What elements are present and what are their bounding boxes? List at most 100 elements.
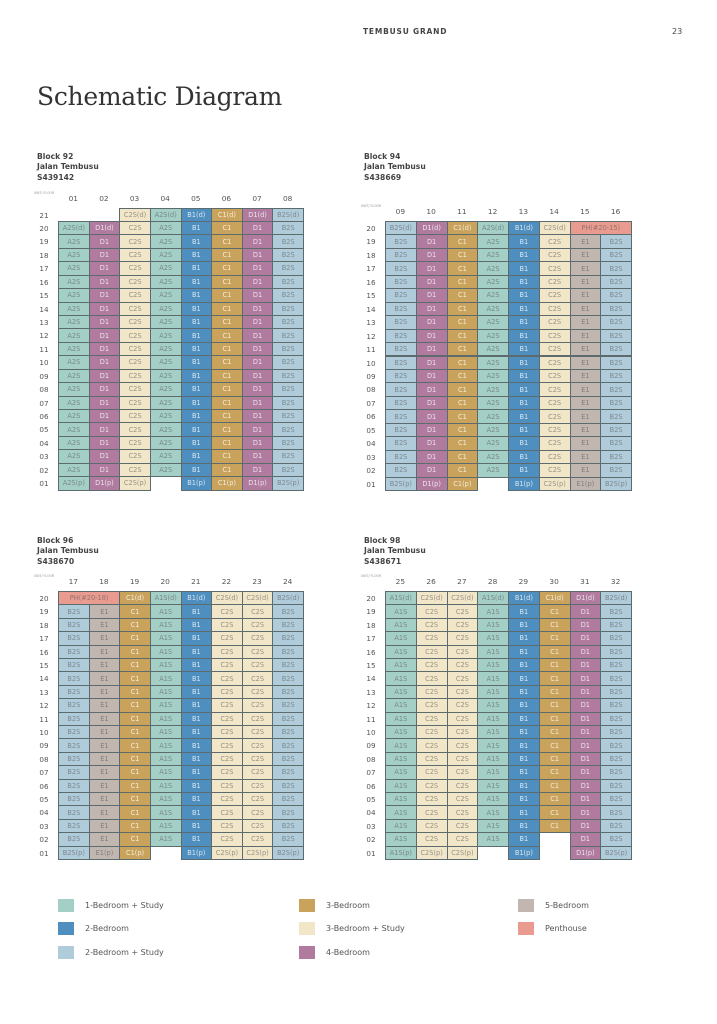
unit-cell: B2S [600, 355, 632, 370]
unit-cell: C2S [241, 765, 274, 780]
unit-cell: A2S [149, 462, 182, 478]
unit-cell: C2S [538, 315, 571, 330]
unit-cell: C2S [415, 792, 448, 807]
unit-cell: B2S [272, 462, 304, 478]
floor-label: 20 [366, 594, 376, 603]
penthouse-unit-cell: PH(#20-15) [569, 221, 632, 236]
floor-label: 18 [39, 620, 49, 630]
unit-cell: C1(d) [446, 221, 479, 236]
floor-label: 01 [366, 848, 376, 858]
floor-label: 13 [39, 687, 49, 697]
unit-cell: B2S [58, 765, 90, 780]
unit-cell: C2S [415, 725, 448, 740]
unit-cell: D1 [415, 315, 448, 330]
floor-label: 18 [39, 250, 49, 260]
unit-cell: B1 [180, 631, 213, 646]
unit-cell: C2S [119, 314, 151, 330]
color-swatch-icon [58, 922, 74, 935]
unit-cell: D1 [569, 805, 602, 820]
floor-label: 03 [366, 452, 376, 462]
unit-cell: C1 [446, 449, 479, 465]
unit-cell: B1(d) [180, 207, 213, 222]
unit-cell: D1 [569, 604, 602, 619]
floor-label: 20 [39, 223, 49, 233]
unit-cell: D1 [241, 408, 274, 424]
floor-label: 15 [39, 661, 49, 670]
unit-cell: C2S [241, 671, 274, 686]
unit-cell: C2S [415, 644, 448, 659]
unit-cell: A1S [149, 832, 182, 847]
unit-cell: C2S [119, 288, 151, 303]
unit-cell: C2S [241, 751, 274, 767]
unit-cell: B2S [600, 751, 632, 767]
unit-cell: B1 [508, 328, 540, 344]
unit-cell: A2S(d) [149, 207, 182, 222]
unit-cell: A2S [58, 408, 90, 424]
unit-cell: A1S [477, 765, 509, 780]
floor-label: 03 [39, 821, 49, 831]
unit-cell: C1 [538, 778, 571, 793]
unit-cell: C1 [119, 617, 151, 633]
color-swatch-icon [518, 922, 534, 935]
unit-cell: A2S [149, 261, 182, 276]
unit-cell: B1 [508, 832, 540, 847]
unit-cell: A1S [149, 792, 182, 807]
unit-cell: C2S [446, 751, 479, 767]
unit-cell: C1 [538, 792, 571, 807]
unit-cell: C1 [211, 234, 243, 249]
block-92-info: Block 92 Jalan Tembusu S439142 [37, 152, 99, 183]
color-swatch-icon [518, 899, 534, 912]
unit-cell: B2S [58, 604, 90, 619]
unit-cell: D1 [88, 314, 121, 330]
unit-cell: C2S [119, 422, 151, 437]
unit-cell: A1S [149, 778, 182, 793]
unit-cell: B1 [508, 765, 540, 780]
unit-cell: C2S [241, 805, 274, 820]
unit-cell: C1 [538, 617, 571, 633]
unit-cell: B2S [272, 355, 304, 370]
unit-cell: C2S [538, 261, 571, 276]
unit-cell: B1 [180, 408, 213, 424]
unit-column-header: 23 [252, 577, 262, 586]
unit-cell: C2S [446, 617, 479, 633]
legend-item: 2-Bedroom + Study [58, 946, 164, 959]
legend-item: Penthouse [518, 922, 587, 935]
unit-cell: C2S [446, 738, 479, 753]
floor-label: 04 [39, 808, 49, 818]
unit-cell: C1 [211, 435, 243, 451]
unit-cell: D1 [569, 698, 602, 713]
unit-cell: C1(p) [446, 476, 479, 491]
unit-cell: B1(d) [508, 221, 540, 236]
unit-cell: D1 [241, 301, 274, 316]
floor-label: 10 [39, 728, 49, 737]
unit-cell: B2S [600, 274, 632, 290]
unit-cell: C2S [241, 684, 274, 700]
unit-cell: C1 [211, 368, 243, 384]
unit-cell: A2S [58, 288, 90, 303]
floor-label: 02 [366, 835, 376, 845]
unit-cell: B2S [58, 644, 90, 659]
unit-cell: B2S(d) [272, 591, 304, 606]
unit-cell: A2S [149, 355, 182, 370]
unit-cell: B1 [180, 234, 213, 249]
unit-cell: B1 [180, 604, 213, 619]
unit-cell: E1 [569, 328, 602, 344]
unit-cell: C1 [211, 301, 243, 316]
block-94-info: Block 94 Jalan Tembusu S438669 [364, 152, 426, 183]
floor-label: 12 [366, 331, 376, 341]
unit-cell: B2S [272, 449, 304, 464]
unit-cell: E1 [569, 395, 602, 411]
unit-cell: E1(p) [88, 845, 121, 860]
unit-cell: D1 [88, 301, 121, 316]
unit-cell: E1 [569, 409, 602, 424]
legend-item: 3-Bedroom [299, 899, 370, 912]
unit-cell: A1S [149, 765, 182, 780]
floor-label: 16 [39, 647, 49, 657]
unit-cell: C2S [119, 234, 151, 249]
unit-cell: D1(p) [569, 845, 602, 860]
floor-label: 09 [366, 371, 376, 381]
unit-cell: B2S [272, 711, 304, 726]
unit-cell: B2S [58, 698, 90, 713]
unit-cell: A1S(d) [477, 591, 509, 606]
unit-cell: C2S [538, 342, 571, 357]
